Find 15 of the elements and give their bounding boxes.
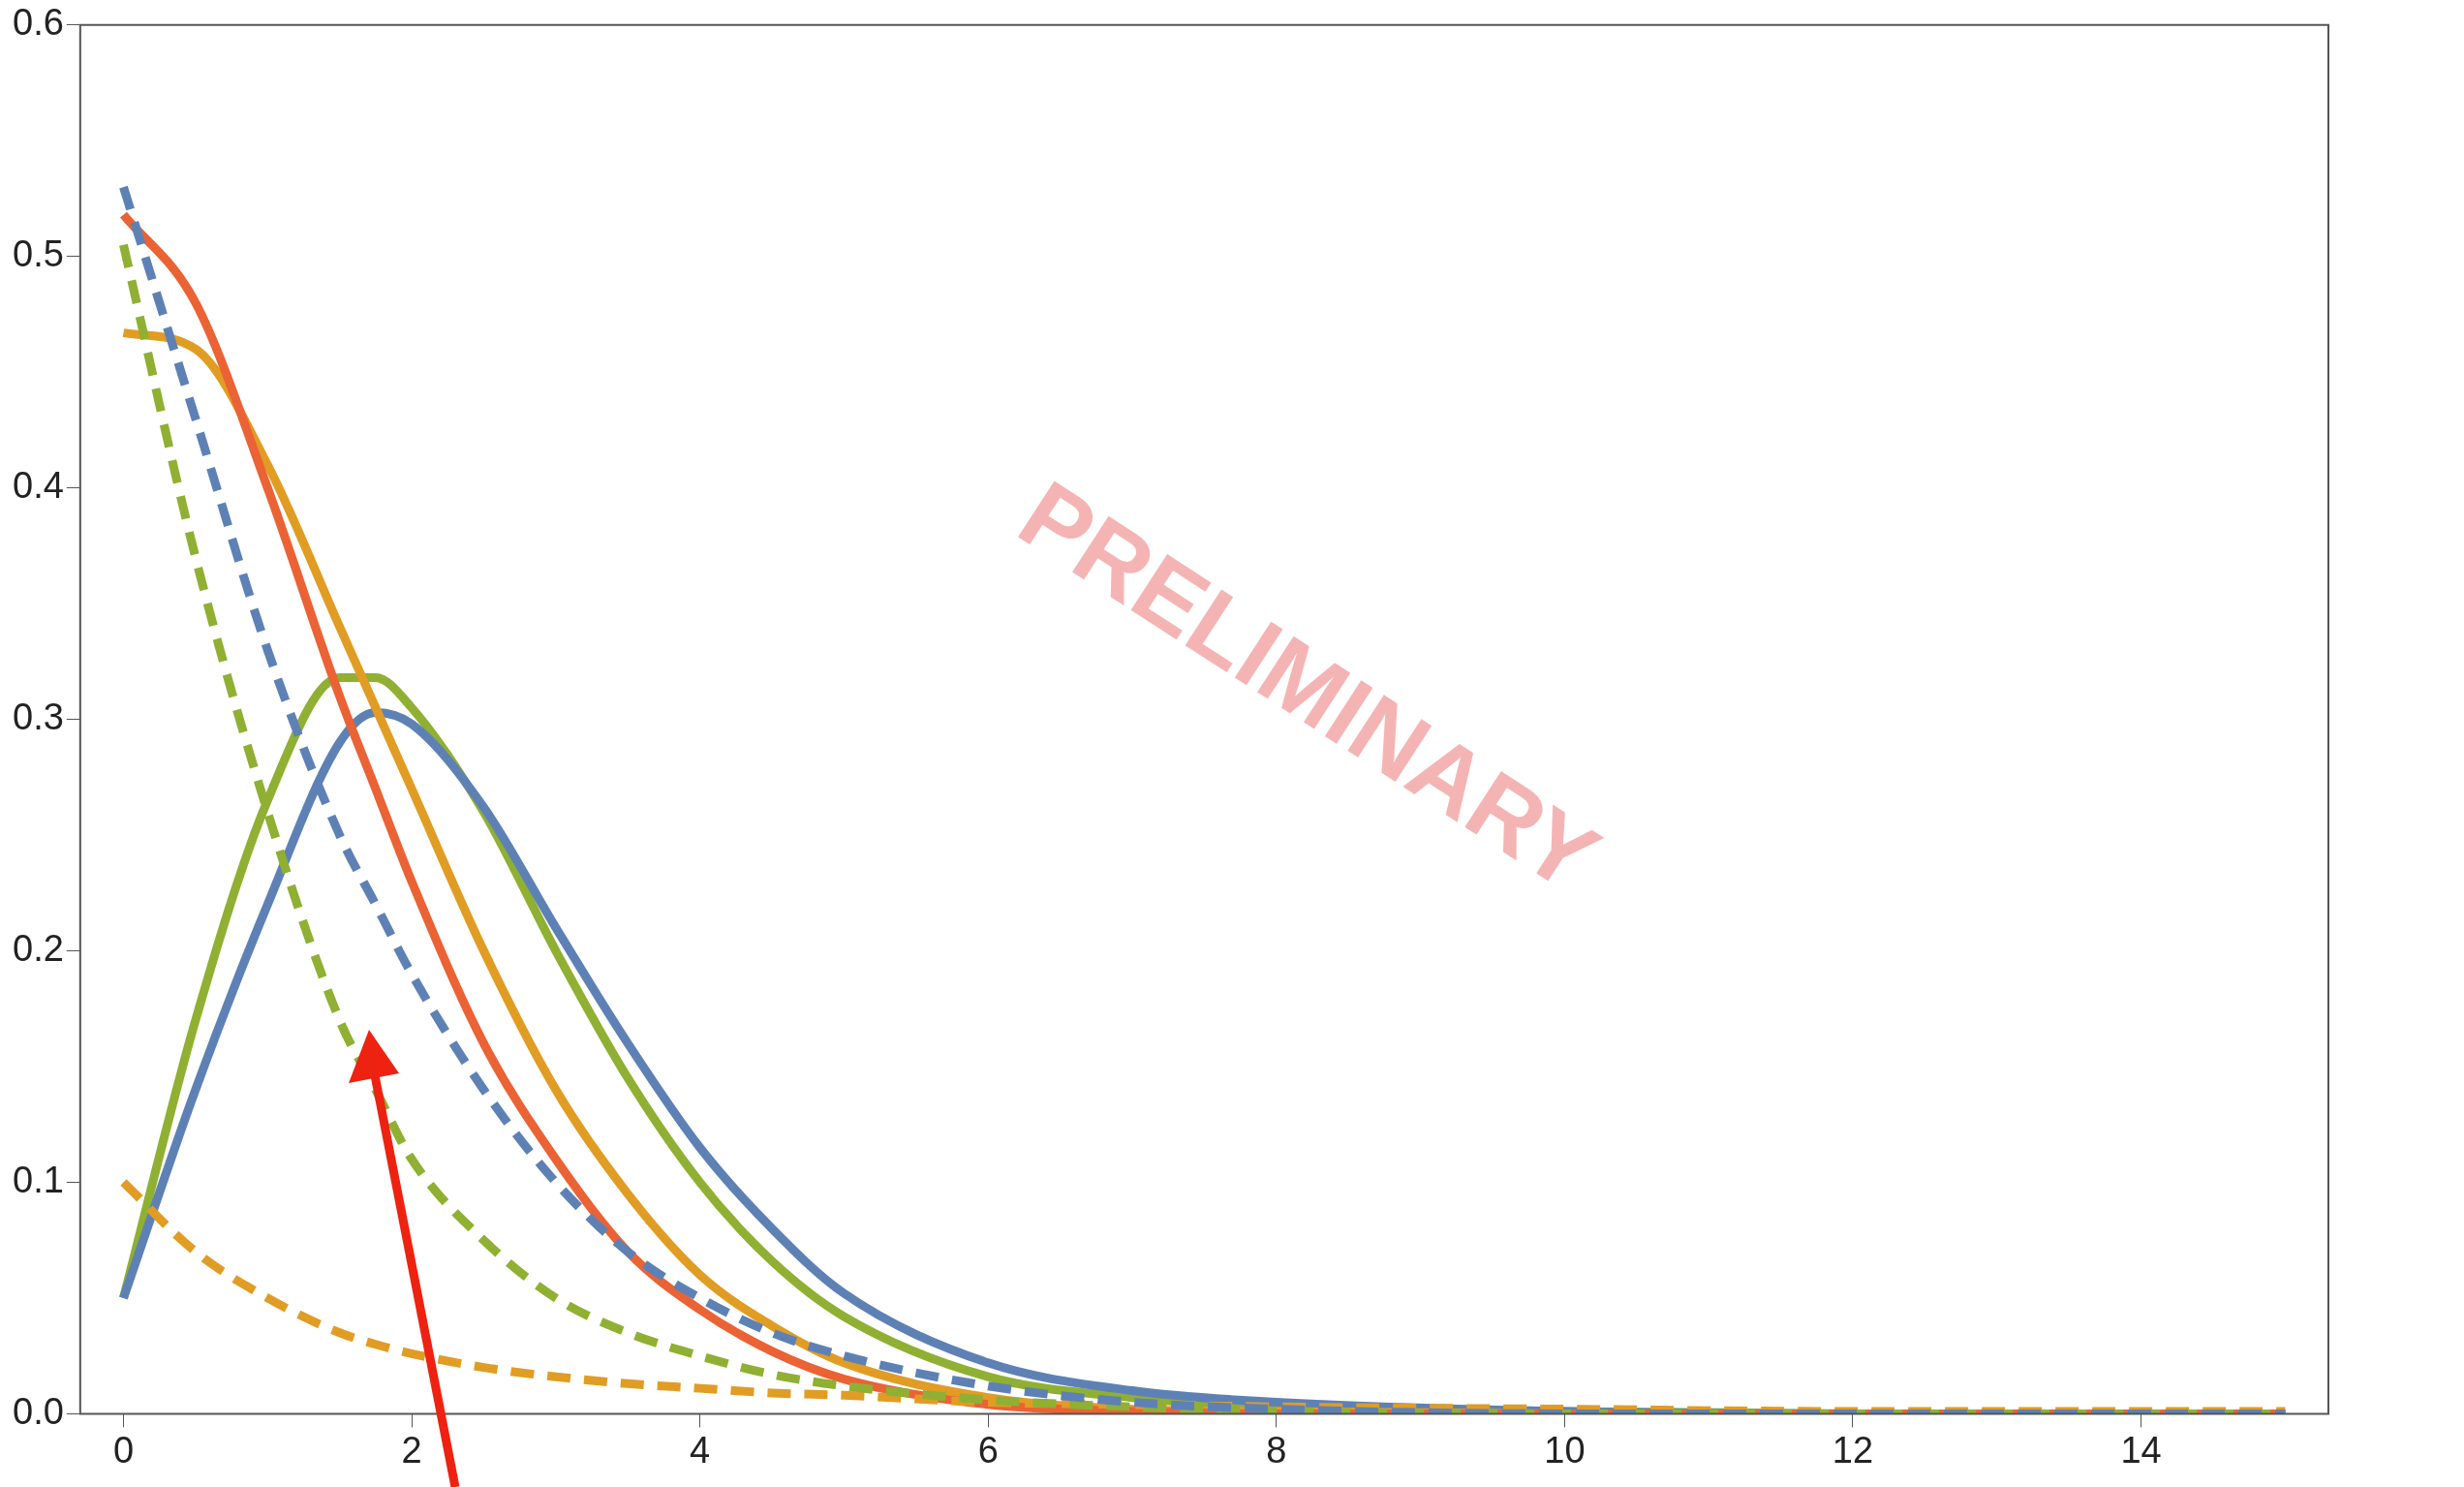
x-tick-label: 12: [1832, 1429, 1874, 1471]
x-tick-label: 6: [977, 1429, 999, 1471]
y-tick-label: 0.0: [13, 1390, 64, 1432]
y-tick-label: 0.4: [13, 465, 64, 507]
y-tick-label: 0.1: [13, 1159, 64, 1200]
x-tick-label: 2: [401, 1429, 422, 1471]
x-tick-label: 8: [1266, 1429, 1287, 1471]
x-tick-label: 10: [1544, 1429, 1586, 1471]
y-tick-label: 0.3: [13, 697, 64, 738]
x-tick-label: 4: [690, 1429, 711, 1471]
x-tick-label: 14: [2120, 1429, 2162, 1471]
y-tick-label: 0.2: [13, 928, 64, 970]
x-tick-label: 0: [112, 1429, 135, 1471]
y-tick-label: 0.5: [13, 233, 64, 275]
y-tick-label: 0.6: [13, 2, 64, 44]
